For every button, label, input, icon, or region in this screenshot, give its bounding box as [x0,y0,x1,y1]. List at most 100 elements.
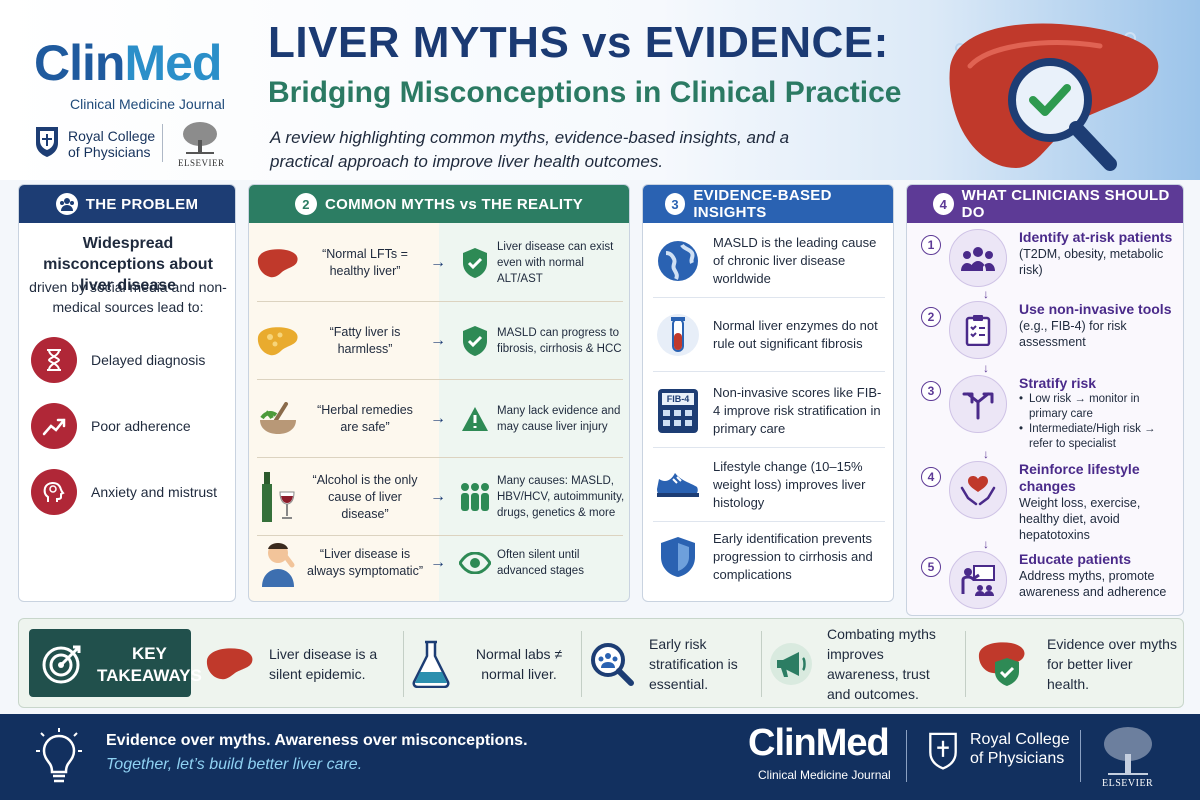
myths-panel: 2 COMMON MYTHS vs THE REALITY “Normal LF… [248,184,630,602]
arrow-right-icon: → [430,554,446,571]
step-number: 1 [921,235,941,255]
insight-text: Non-invasive scores like FIB-4 improve r… [713,385,882,436]
takeaway-text: Normal labs ≠ normal liver. [475,646,563,682]
insight-text: Lifestyle change (10–15% weight loss) im… [713,459,866,510]
problem-heading: THE PROBLEM [85,195,199,213]
elsevier-tree-icon [1104,727,1152,775]
elsevier-name: ELSEVIER [178,158,225,168]
step-description: (e.g., FIB-4) for risk assessment [1019,319,1127,349]
myth-text: “Liver disease is always symptomatic” [307,547,423,578]
step-description: Weight loss, exercise, healthy diet, avo… [1019,496,1141,542]
section-number: 2 [295,193,317,215]
page-title: LIVER MYTHS vs EVIDENCE: [268,18,889,67]
takeaway-text: Liver disease is a silent epidemic. [269,646,378,682]
clinician-step: 5 Educate patients Address myths, promot… [907,551,1183,609]
footer-tagline: Evidence over myths. Awareness over misc… [106,732,528,749]
section-number: 3 [665,193,686,215]
reality-text: Many causes: MASLD, HBV/HCV, autoimmunit… [497,475,625,519]
myth-text: “Normal LFTs = healthy liver” [322,247,408,278]
calculator-icon: FIB-4 [643,388,713,434]
clinicians-heading: WHAT CLINICIANS SHOULD DO [961,187,1170,221]
divider [1080,730,1081,782]
liver-shield-icon [978,642,1025,686]
reality-text: Many lack evidence and may cause liver i… [497,405,621,433]
rcp-crest-icon [36,127,58,157]
arrow-right-icon: → [430,254,446,271]
divider [906,730,907,782]
reality-text: MASLD can progress to fibrosis, cirrhosi… [497,327,622,355]
insights-heading: EVIDENCE-BASED INSIGHTS [693,187,832,221]
insight-item: Lifestyle change (10–15% weight loss) im… [643,449,893,521]
head-brain-icon [31,469,77,515]
insight-item: Normal liver enzymes do not rule out sig… [643,299,893,371]
myth-row: “Normal LFTs = healthy liver” → Liver di… [249,225,629,301]
problem-headline: Widespread misconceptions about liver di… [43,235,213,294]
magnifier-people-icon [591,643,634,686]
elsevier-tree-icon [183,122,217,154]
takeaway-item: Evidence over myths for better liver hea… [977,627,1177,701]
clinicians-header: 4 WHAT CLINICIANS SHOULD DO [907,185,1183,223]
clinician-step: 2 Use non-invasive tools (e.g., FIB-4) f… [907,301,1183,359]
footer-clinmed-logo: ClinMed [748,722,890,764]
arrow-down-icon: ↓ [983,287,989,301]
footer: Evidence over myths. Awareness over misc… [0,714,1200,800]
divider [257,301,623,302]
shield-check-icon [453,247,497,279]
insight-item: Early identification prevents progressio… [643,521,893,593]
test-tube-icon [643,313,713,357]
liver-icon [249,247,307,279]
step-number: 5 [921,557,941,577]
intro-text: A review highlighting common myths, evid… [270,128,790,171]
logo-subtitle: Clinical Medicine Journal [70,96,225,112]
myth-row: “Fatty liver is harmless” → MASLD can pr… [249,303,629,379]
problem-item: Anxiety and mistrust [31,467,231,517]
problem-item-label: Anxiety and mistrust [91,484,218,500]
step-description: Address myths, promote awareness and adh… [1019,569,1167,599]
problem-item: Delayed diagnosis [31,335,231,385]
mortar-pestle-icon [249,402,307,436]
arrow-right-icon: → [430,488,446,505]
divider [581,631,582,697]
people-group-icon [453,481,497,513]
myth-row: “Liver disease is always symptomatic” → … [249,525,629,601]
key-takeaways: KEY TAKEAWAYS Liver disease is a silent e… [18,618,1184,708]
arrow-right-icon: → [430,332,446,349]
warning-triangle-icon [453,405,497,433]
split-arrows-icon [949,375,1007,433]
takeaway-item: Liver disease is a silent epidemic. [205,627,401,701]
arrow-right-icon: → [430,410,446,427]
clinmed-logo: ClinMed [34,35,222,91]
clinician-step: 1 Identify at-risk patients (T2DM, obesi… [907,229,1183,287]
divider [257,457,623,458]
footer-rcp-name: Royal College of Physicians [970,731,1070,767]
takeaways-label-line2: TAKEAWAYS [97,666,202,685]
takeaway-item: Early risk stratification is essential. [589,627,759,701]
myth-row: “Herbal remedies are safe” → Many lack e… [249,381,629,457]
clipboard-icon [949,301,1007,359]
problem-item-label: Delayed diagnosis [91,352,206,368]
wine-icon [249,470,307,524]
problem-item: Poor adherence [31,401,231,451]
teacher-icon [949,551,1007,609]
reality-text: Liver disease can exist even with normal… [497,241,614,285]
reality-text: Often silent until advanced stages [497,549,584,577]
sneaker-icon [643,469,713,501]
step-title: Identify at-risk patients [1019,229,1173,245]
target-icon [42,645,81,684]
liver-magnifier-icon [949,23,1159,171]
takeaways-label: KEY TAKEAWAYS [29,629,202,697]
footer-elsevier-name: ELSEVIER [1102,778,1154,789]
problem-panel: THE PROBLEM Widespread misconceptions ab… [18,184,236,602]
clinician-step: 3 Stratify risk Low risk → monitor in pr… [907,375,1183,452]
divider [257,535,623,536]
step-title: Use non-invasive tools [1019,301,1172,317]
myth-text: “Fatty liver is harmless” [329,325,401,356]
step-number: 2 [921,307,941,327]
divider [653,447,885,448]
step-title: Stratify risk [1019,375,1097,391]
myths-heading: COMMON MYTHS vs THE REALITY [325,195,584,213]
divider [257,379,623,380]
arrow-down-icon: ↓ [983,361,989,375]
insight-item: FIB-4 Non-invasive scores like FIB-4 imp… [643,375,893,447]
clinician-step: 4 Reinforce lifestyle changes Weight los… [907,461,1183,543]
